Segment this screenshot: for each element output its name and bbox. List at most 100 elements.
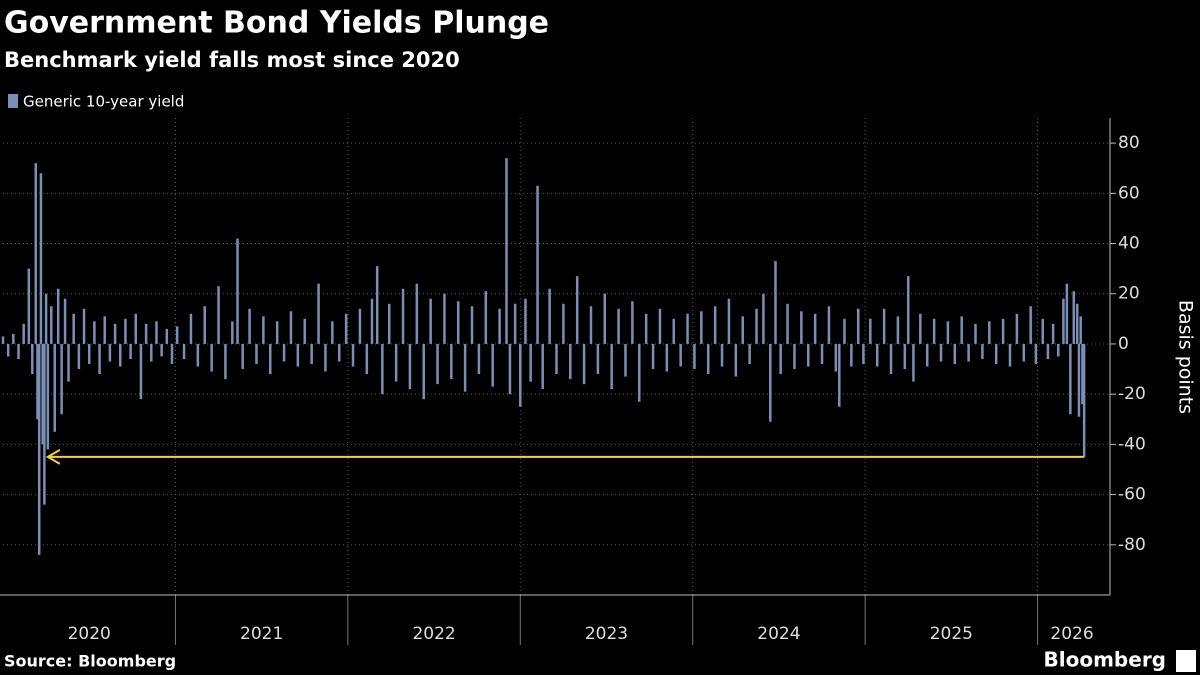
bar	[324, 343, 327, 372]
bar	[1075, 303, 1079, 344]
bar	[974, 323, 977, 344]
bar	[317, 283, 320, 344]
y-tick-label: 40	[1118, 234, 1140, 254]
bar	[582, 343, 586, 385]
bar	[755, 308, 758, 344]
bar	[344, 313, 348, 344]
bar	[850, 343, 853, 367]
bar	[727, 298, 731, 344]
y-tick-label: -40	[1118, 434, 1146, 454]
bar	[370, 298, 374, 344]
bar	[450, 343, 453, 380]
x-tick-label: 2021	[240, 624, 283, 644]
bar	[422, 343, 425, 400]
bar	[34, 163, 38, 344]
bar	[17, 343, 20, 360]
bar	[196, 343, 200, 367]
bar	[896, 316, 900, 344]
bar	[541, 343, 544, 390]
bar	[932, 318, 936, 344]
bar	[903, 343, 907, 370]
bar	[231, 321, 234, 344]
bar	[337, 343, 341, 362]
bar	[351, 343, 355, 367]
bar	[1046, 343, 1050, 360]
y-tick-label: -80	[1118, 535, 1146, 555]
bar	[793, 343, 796, 370]
bar	[882, 308, 886, 344]
x-tick-label: 2025	[930, 624, 973, 644]
bar	[1077, 343, 1081, 417]
bar	[857, 308, 860, 344]
bar	[779, 343, 782, 375]
bar	[569, 343, 572, 380]
bar	[262, 316, 265, 344]
bar	[103, 316, 106, 344]
bar	[786, 303, 789, 344]
bar	[513, 303, 517, 344]
bar	[303, 318, 307, 344]
bar	[175, 326, 179, 344]
x-tick-label: 2026	[1050, 624, 1093, 644]
legend-swatch	[8, 94, 18, 108]
bar	[12, 333, 15, 344]
bar	[939, 343, 943, 362]
bar	[617, 308, 620, 344]
bar	[827, 306, 831, 344]
bar	[381, 343, 384, 395]
bar	[706, 343, 710, 375]
y-tick-label: 20	[1118, 284, 1140, 304]
bar	[275, 321, 279, 344]
bar	[189, 313, 193, 344]
bar	[919, 313, 922, 344]
bar	[524, 298, 527, 344]
x-tick-label: 2024	[757, 624, 800, 644]
bar	[46, 343, 50, 450]
bar	[651, 343, 655, 370]
bar	[144, 323, 148, 344]
bar	[967, 343, 970, 362]
bar	[436, 343, 439, 385]
bar	[555, 343, 558, 375]
bar	[843, 318, 846, 344]
bar	[1081, 343, 1084, 405]
bar	[644, 313, 648, 344]
bar	[63, 298, 67, 344]
y-tick-label: 60	[1118, 183, 1140, 203]
bar	[981, 343, 984, 360]
bar	[1069, 343, 1072, 415]
y-axis-label: Basis points	[1175, 300, 1197, 414]
bar	[203, 306, 206, 344]
bar	[624, 343, 627, 377]
bar	[289, 311, 293, 344]
bar	[113, 323, 117, 344]
bar	[813, 313, 817, 344]
bar	[134, 313, 138, 344]
bar	[589, 306, 593, 344]
bar	[387, 303, 391, 344]
bar	[1082, 343, 1086, 457]
arrow-head	[45, 449, 61, 465]
bar	[834, 343, 838, 372]
bar	[693, 343, 696, 370]
bar	[22, 323, 25, 344]
bar	[484, 291, 488, 344]
bar	[994, 343, 998, 365]
bar	[769, 343, 772, 422]
bar	[310, 343, 313, 365]
bar	[463, 343, 467, 392]
bar	[741, 316, 744, 344]
bar	[60, 343, 63, 415]
bar	[806, 343, 810, 367]
bar	[394, 343, 398, 382]
bar	[331, 321, 334, 344]
source: Source: Bloomberg	[4, 652, 176, 671]
x-tick-label: 2022	[412, 624, 455, 644]
x-tick-label: 2020	[68, 624, 111, 644]
bar	[6, 343, 10, 357]
bar	[56, 288, 60, 344]
y-tick-label: -20	[1118, 384, 1146, 404]
bar	[165, 328, 169, 344]
bar	[519, 343, 522, 407]
